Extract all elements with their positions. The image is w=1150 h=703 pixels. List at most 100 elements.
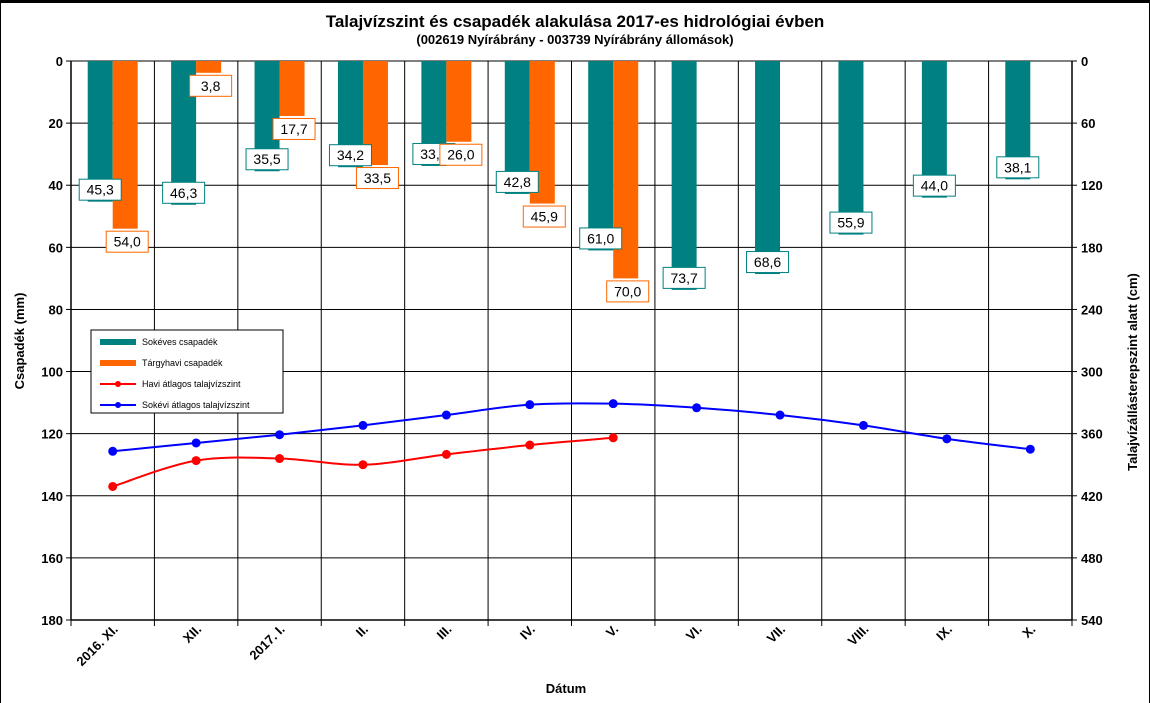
chart-title: Talajvízszint és csapadék alakulása 2017… (326, 12, 825, 31)
x-tick-label: III. (434, 622, 455, 643)
line-point (275, 430, 285, 440)
data-label-targyhavi-box (105, 230, 149, 253)
y-tick-label: 100 (41, 365, 63, 380)
data-label-sokeves-box (162, 181, 206, 204)
x-tick-label: VIII. (845, 622, 872, 649)
data-label-targyhavi-box (355, 167, 399, 190)
y-tick-label: 20 (49, 116, 63, 131)
y-tick-label: 0 (56, 54, 63, 69)
data-label-targyhavi: 70,0 (614, 283, 641, 299)
legend-swatch (100, 360, 136, 366)
y-tick-label: 140 (41, 489, 63, 504)
y-tick-label: 160 (41, 551, 63, 566)
line-series (108, 399, 1035, 491)
data-label-sokeves: 61,0 (587, 230, 614, 246)
legend-label: Tárgyhavi csapadék (142, 358, 223, 368)
y-tick-label: 80 (49, 302, 63, 317)
data-label-sokeves: 38,1 (1004, 159, 1031, 175)
data-label-sokeves: 44,0 (921, 178, 948, 194)
data-label-sokeves: 73,7 (671, 270, 698, 286)
y2-tick-label: 240 (1081, 302, 1103, 317)
y-tick-label: 180 (41, 613, 63, 628)
bar-sokeves (671, 61, 697, 290)
data-label-sokeves: 35,5 (253, 151, 280, 167)
data-label-targyhavi-box (272, 117, 316, 140)
data-label-sokeves: 42,8 (504, 174, 531, 190)
line-point (525, 400, 535, 410)
line-point (108, 446, 118, 456)
data-label-sokeves-box (328, 144, 372, 167)
line-point (608, 399, 618, 409)
data-label-sokeves-box (245, 148, 289, 171)
bar-targyhavi (279, 61, 305, 116)
line-point (775, 410, 785, 420)
bar-sokeves (838, 61, 864, 235)
x-tick-label: IX. (933, 622, 955, 644)
y2-tick-label: 420 (1081, 489, 1103, 504)
line-point (191, 438, 201, 448)
legend: Sokéves csapadék Tárgyhavi csapadék Havi á… (90, 329, 284, 414)
legend-marker (115, 402, 121, 408)
data-label-sokeves-box (662, 266, 706, 289)
x-tick-label: VII. (764, 622, 788, 646)
data-label-targyhavi-box (439, 143, 483, 166)
line-point (858, 420, 868, 430)
line-point (358, 460, 368, 470)
line-point (441, 449, 451, 459)
y2-tick-label: 300 (1081, 365, 1103, 380)
data-label-sokeves-box (996, 156, 1040, 179)
x-tick-label: V. (603, 622, 621, 640)
line-sokevi (112, 402, 1031, 453)
y-tick-label: 120 (41, 427, 63, 442)
data-label-targyhavi: 26,0 (447, 147, 474, 163)
data-label-targyhavi: 17,7 (280, 121, 307, 137)
line-point (108, 481, 118, 491)
bar-targyhavi (446, 61, 472, 142)
y2-tick-label: 180 (1081, 240, 1103, 255)
data-label-sokeves-box (746, 251, 790, 274)
y-tick-label: 40 (49, 178, 63, 193)
data-label-sokeves-box (912, 174, 956, 197)
data-label-targyhavi: 33,5 (364, 170, 391, 186)
data-labels: 45,3 46,335,5 34,2 33,842,861,073,768,655,9… (78, 74, 1040, 303)
line-point (1025, 444, 1035, 454)
line-point (191, 456, 201, 466)
legend-swatch (100, 339, 136, 345)
data-label-targyhavi-box (189, 74, 233, 97)
bar-targyhavi (112, 61, 138, 229)
x-tick-label: 2017. I. (246, 622, 287, 663)
data-label-sokeves: 68,6 (754, 254, 781, 270)
data-label-sokeves: 45,3 (87, 182, 114, 198)
x-tick-label: VI. (683, 622, 705, 644)
data-label-targyhavi: 3,8 (201, 78, 221, 94)
y2-tick-label: 360 (1081, 427, 1103, 442)
data-label-sokeves-box (495, 170, 539, 193)
data-label-sokeves-box (78, 178, 122, 201)
x-tick-label: II. (353, 622, 371, 640)
x-tick-label: X. (1019, 622, 1038, 641)
bar-sokeves (755, 61, 781, 275)
chart-subtitle: (002619 Nyírábrány - 003739 Nyírábrány á… (416, 32, 733, 47)
data-label-targyhavi: 54,0 (114, 234, 141, 250)
line-point (942, 434, 952, 444)
line-point (608, 433, 618, 443)
x-axis-title: Dátum (546, 681, 586, 696)
bar-targyhavi (196, 61, 222, 73)
legend-label: Sokéves csapadék (142, 337, 218, 347)
data-label-targyhavi-box (522, 205, 566, 228)
y2-tick-label: 480 (1081, 551, 1103, 566)
y2-tick-label: 60 (1081, 116, 1095, 131)
line-point (275, 454, 285, 464)
data-label-sokeves-box (579, 227, 623, 250)
y-axis-title: Csapadék (mm) (12, 293, 27, 390)
line-point (692, 403, 702, 413)
data-label-targyhavi: 45,9 (531, 209, 558, 225)
bar-sokeves (87, 61, 113, 202)
y-tick-label: 60 (49, 240, 63, 255)
y2-axis-title: Talajvízállásterepszint alatt (cm) (1125, 273, 1140, 471)
legend-label: Havi átlagos talajvízszint (142, 379, 241, 389)
line-point (358, 420, 368, 430)
bar-sokeves (588, 61, 614, 251)
y2-tick-label: 0 (1081, 54, 1088, 69)
x-tick-label: 2016. XI. (73, 622, 120, 669)
